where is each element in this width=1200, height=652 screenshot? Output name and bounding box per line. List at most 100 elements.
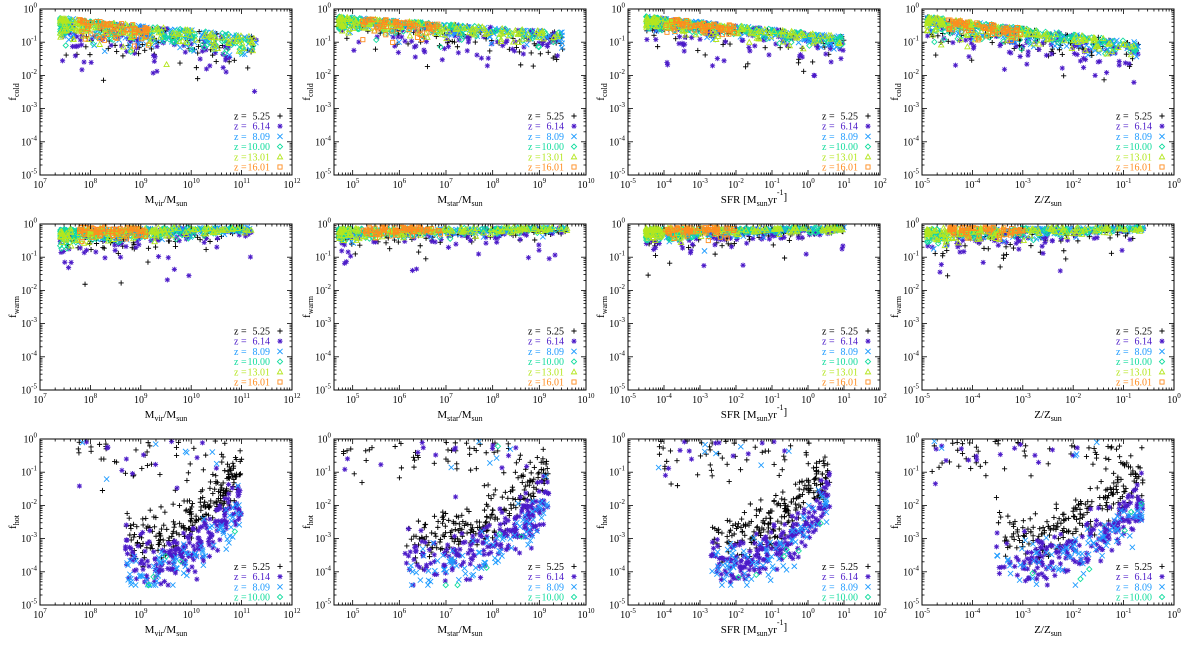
triangle-point xyxy=(515,38,523,45)
asterisk-point xyxy=(412,27,419,33)
asterisk-point xyxy=(676,41,682,47)
diamond-point xyxy=(1059,33,1066,40)
triangle-point xyxy=(518,26,526,33)
triangle-point xyxy=(1040,32,1047,39)
triangle-point xyxy=(498,30,506,37)
legend-value: 8.09 xyxy=(1135,132,1153,143)
triangle-point xyxy=(1078,32,1086,39)
triangle-point xyxy=(140,34,148,41)
square-point xyxy=(426,25,432,31)
triangle-point xyxy=(69,35,77,42)
cross-point xyxy=(277,348,283,355)
asterisk-point xyxy=(345,249,351,255)
diamond-point xyxy=(984,33,992,40)
triangle-point xyxy=(154,224,162,231)
plus-point xyxy=(405,41,411,47)
triangle-point xyxy=(1114,43,1122,50)
square-point xyxy=(407,24,413,30)
x-tick-label: 10-5 xyxy=(620,177,636,191)
legend-label: z = xyxy=(234,378,247,389)
asterisk-point xyxy=(716,30,722,37)
plus-point xyxy=(395,239,401,245)
plus-point xyxy=(100,244,106,251)
triangle-point xyxy=(116,29,123,36)
x-tick-label: 10-2 xyxy=(1065,177,1081,191)
cross-point xyxy=(831,46,837,52)
plus-point xyxy=(945,38,951,44)
square-point xyxy=(705,27,711,33)
triangle-point xyxy=(957,36,965,43)
diamond-point xyxy=(689,28,696,36)
diamond-point xyxy=(776,29,783,37)
plus-point xyxy=(344,35,350,41)
asterisk-point xyxy=(429,238,435,244)
asterisk-point xyxy=(439,57,445,63)
asterisk-point xyxy=(247,254,254,260)
asterisk-point xyxy=(351,47,357,53)
asterisk-point xyxy=(556,225,562,231)
asterisk-point xyxy=(966,54,972,60)
asterisk-point xyxy=(828,59,834,65)
y-tick-label: 10-1 xyxy=(315,35,331,49)
asterisk-point xyxy=(277,338,283,344)
asterisk-point xyxy=(1017,53,1023,60)
asterisk-point xyxy=(968,40,974,46)
x-tick-label: 10-1 xyxy=(1116,177,1132,191)
triangle-point xyxy=(210,39,218,46)
plus-point xyxy=(742,64,749,70)
asterisk-point xyxy=(796,53,803,59)
triangle-point xyxy=(799,45,807,52)
legend-value: 6.14 xyxy=(1135,122,1153,133)
asterisk-point xyxy=(679,40,685,46)
triangle-point xyxy=(158,28,165,35)
diamond-point xyxy=(527,27,534,35)
triangle-point xyxy=(248,38,256,45)
asterisk-point xyxy=(681,48,687,54)
triangle-point xyxy=(1069,36,1077,43)
square-point xyxy=(142,25,148,31)
diamond-point xyxy=(536,34,544,41)
triangle-point xyxy=(240,45,248,52)
triangle-point xyxy=(1092,43,1100,50)
asterisk-point xyxy=(721,58,727,64)
cross-point xyxy=(558,45,565,51)
square-point xyxy=(120,227,126,233)
triangle-point xyxy=(115,25,123,32)
plus-point xyxy=(383,240,389,246)
asterisk-point xyxy=(134,41,141,47)
asterisk-point xyxy=(740,37,746,43)
triangle-point xyxy=(347,18,355,25)
triangle-point xyxy=(482,26,489,33)
x-tick-label: 1011 xyxy=(233,392,250,406)
triangle-point xyxy=(466,29,473,36)
plus-point xyxy=(1056,47,1063,53)
diamond-point xyxy=(931,38,938,46)
triangle-point xyxy=(478,23,486,30)
asterisk-point xyxy=(511,48,518,54)
legend-label: z = xyxy=(528,152,541,163)
triangle-point xyxy=(474,27,482,34)
plus-point xyxy=(87,52,93,58)
triangle-point xyxy=(787,32,794,39)
asterisk-point xyxy=(682,41,688,47)
asterisk-point xyxy=(77,37,84,43)
square-point xyxy=(395,26,401,32)
cross-point xyxy=(177,44,183,51)
triangle-point xyxy=(933,19,940,26)
asterisk-point xyxy=(1115,45,1121,51)
asterisk-point xyxy=(422,49,428,55)
asterisk-point xyxy=(197,56,203,62)
square-point xyxy=(1010,30,1016,36)
asterisk-point xyxy=(214,244,220,250)
asterisk-point xyxy=(496,233,502,239)
y-axis-label: fcold xyxy=(889,83,903,100)
legend-label: z = xyxy=(822,132,835,143)
plus-point xyxy=(449,38,455,45)
triangle-point xyxy=(650,22,658,29)
plus-point xyxy=(193,65,199,71)
diamond-point xyxy=(173,235,180,243)
legend-value: 8.09 xyxy=(253,347,271,358)
asterisk-point xyxy=(72,43,78,49)
asterisk-point xyxy=(112,247,118,253)
